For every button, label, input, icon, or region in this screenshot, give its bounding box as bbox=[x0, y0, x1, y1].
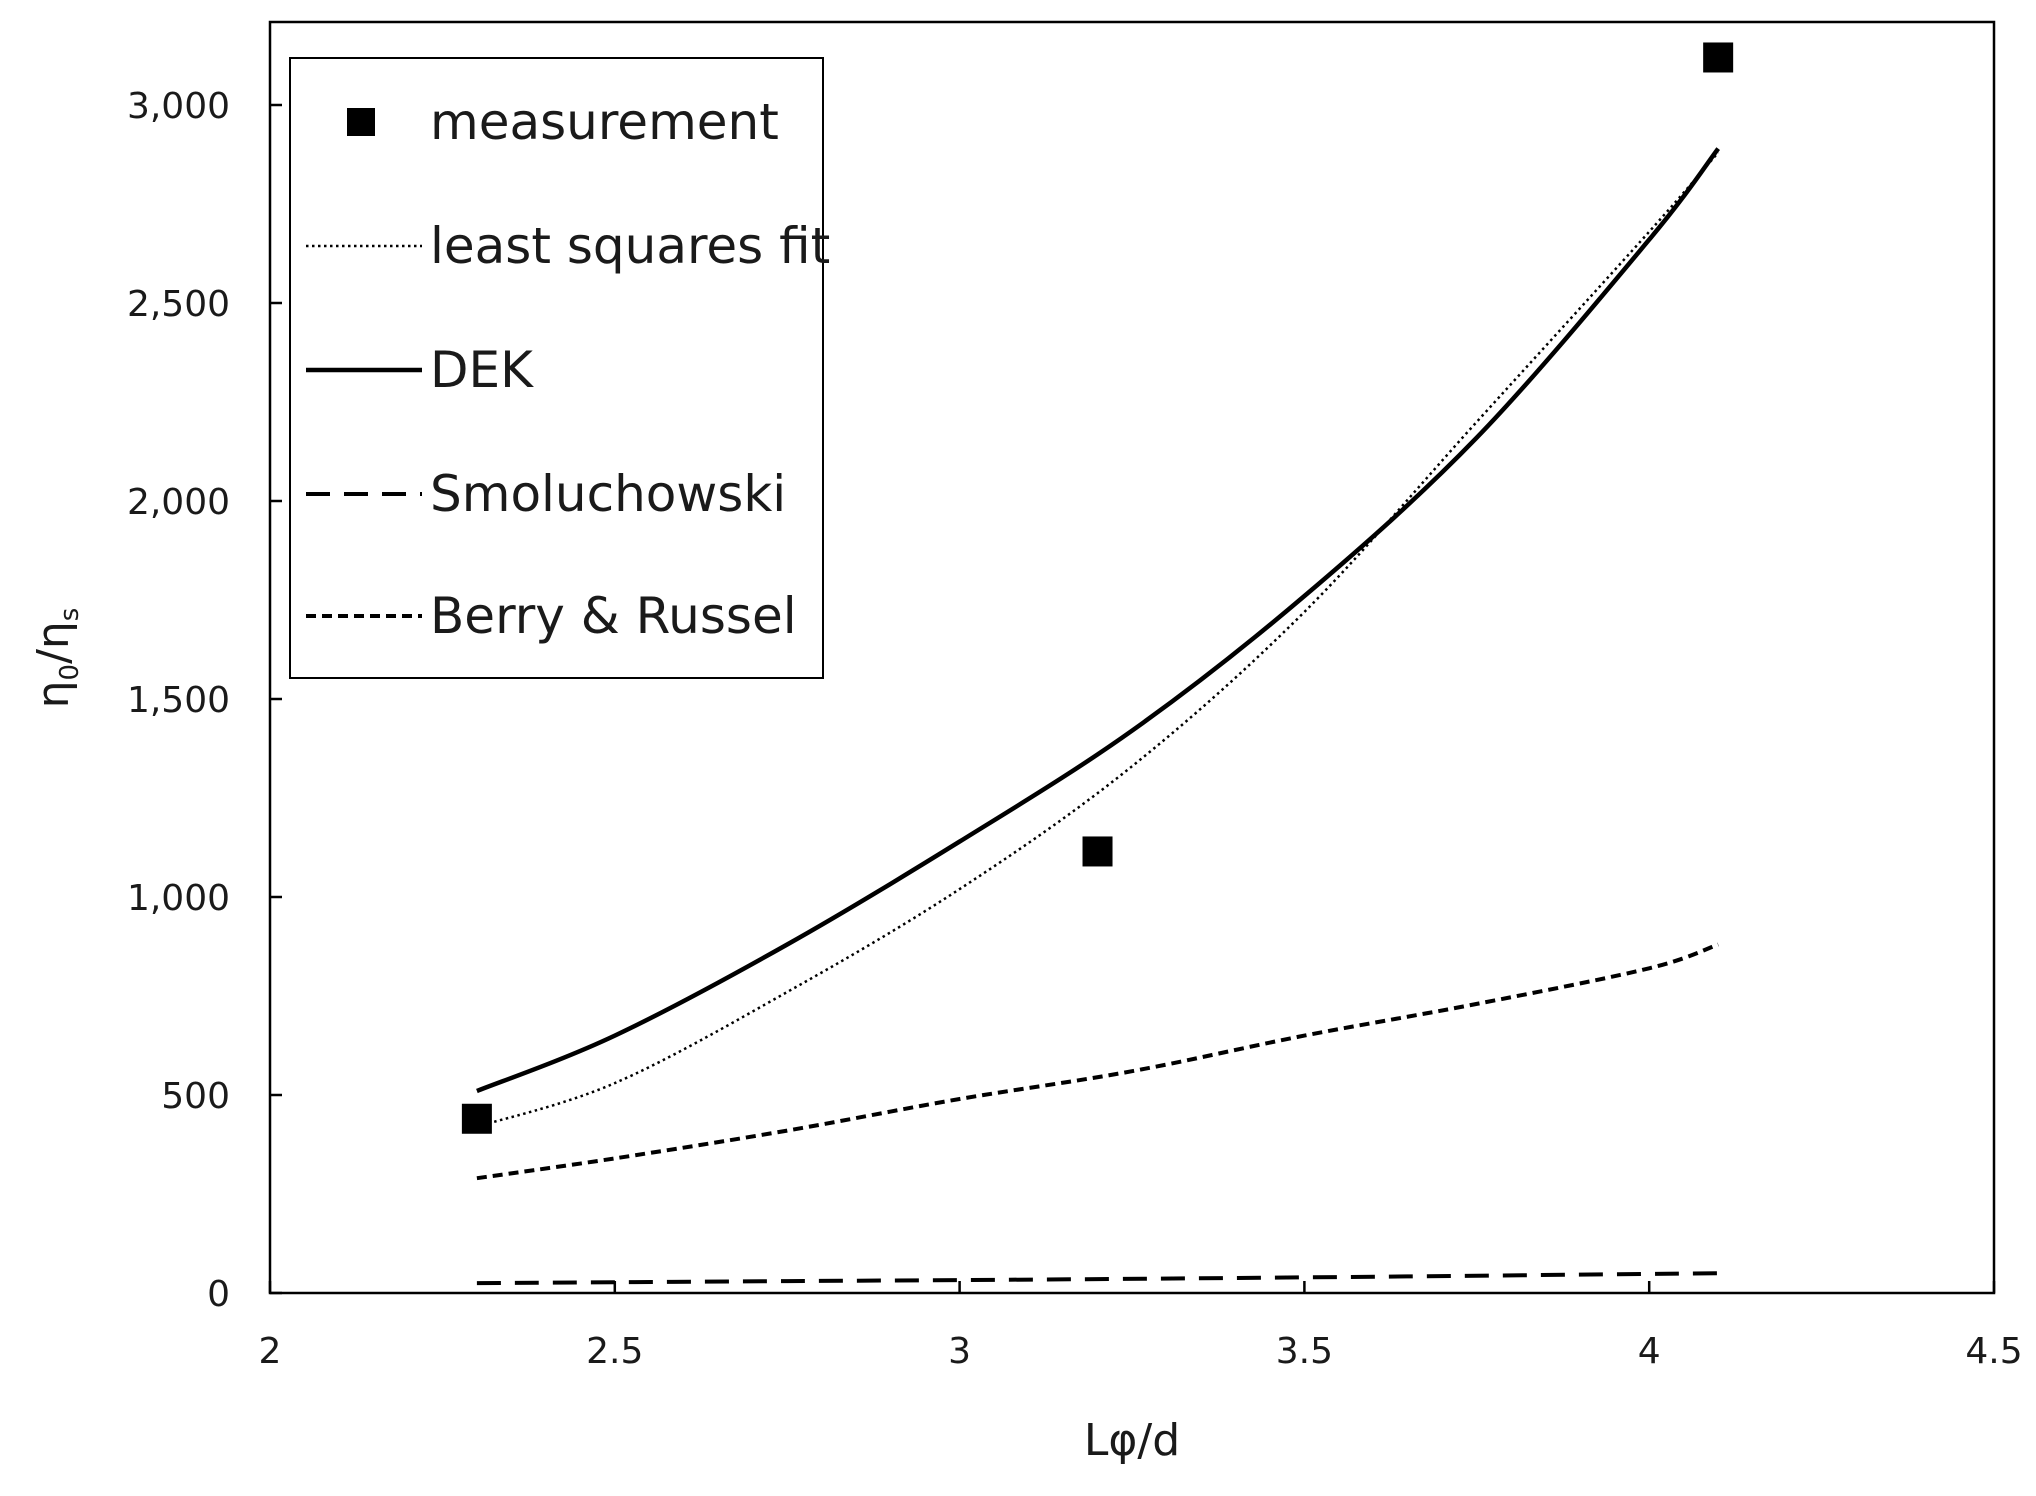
legend-entry-least-squares-fit: least squares fit bbox=[306, 217, 830, 275]
series-layer bbox=[461, 42, 1734, 1286]
y-tick-label: 3,000 bbox=[127, 86, 230, 127]
x-tick-label: 4.5 bbox=[1965, 1331, 2022, 1372]
legend-entry-dek: DEK bbox=[306, 341, 534, 399]
y-tick-label: 2,500 bbox=[127, 284, 230, 325]
x-tick-label: 2 bbox=[259, 1331, 282, 1372]
series-measurement bbox=[461, 42, 1734, 1134]
series-line-berry-russel bbox=[476, 942, 1719, 1181]
data-point bbox=[461, 1103, 492, 1134]
x-tick-label: 3 bbox=[948, 1331, 971, 1372]
y-tick-label: 1,000 bbox=[127, 878, 230, 919]
legend-marker bbox=[347, 108, 375, 136]
legend-label: DEK bbox=[430, 341, 534, 399]
x-tick-label: 4 bbox=[1638, 1331, 1661, 1372]
legend-entry-berry-russel: Berry & Russel bbox=[306, 587, 797, 645]
legend-entry-measurement: measurement bbox=[347, 93, 779, 151]
y-tick-label: 500 bbox=[161, 1076, 230, 1117]
legend-label: measurement bbox=[430, 93, 779, 151]
legend-label: Berry & Russel bbox=[430, 587, 797, 645]
legend: measurement least squares fit DEK Smoluchow… bbox=[289, 57, 830, 679]
data-point bbox=[1082, 836, 1113, 867]
data-point bbox=[1703, 42, 1734, 73]
y-axis-title-sub2: s bbox=[55, 608, 85, 622]
legend-items: measurement least squares fit DEK Smoluchow… bbox=[306, 93, 830, 645]
y-tick-label: 0 bbox=[207, 1274, 230, 1315]
x-axis-title: Lφ/d bbox=[1084, 1415, 1180, 1466]
legend-entry-smoluchowski: Smoluchowski bbox=[306, 465, 786, 523]
legend-label: Smoluchowski bbox=[430, 465, 786, 523]
series-line-least-squares-fit bbox=[476, 151, 1720, 1128]
series-line-smoluchowski bbox=[476, 1271, 1719, 1286]
y-tick-label: 1,500 bbox=[127, 680, 230, 721]
y-axis: 0 500 1,000 1,500 2,000 2,500 3,000 bbox=[127, 86, 282, 1315]
y-axis-title: η0/ηs bbox=[28, 608, 85, 709]
y-tick-label: 2,000 bbox=[127, 482, 230, 523]
legend-label: least squares fit bbox=[430, 217, 830, 275]
y-axis-title-sub1: 0 bbox=[55, 664, 85, 681]
y-axis-title-main: η bbox=[28, 680, 79, 708]
y-axis-title-sep: /η bbox=[28, 621, 79, 664]
x-axis: 2 2.5 3 3.5 4 4.5 bbox=[259, 1281, 2023, 1372]
series-line-dek bbox=[476, 147, 1720, 1094]
x-tick-label: 2.5 bbox=[586, 1331, 643, 1372]
x-tick-label: 3.5 bbox=[1276, 1331, 1333, 1372]
